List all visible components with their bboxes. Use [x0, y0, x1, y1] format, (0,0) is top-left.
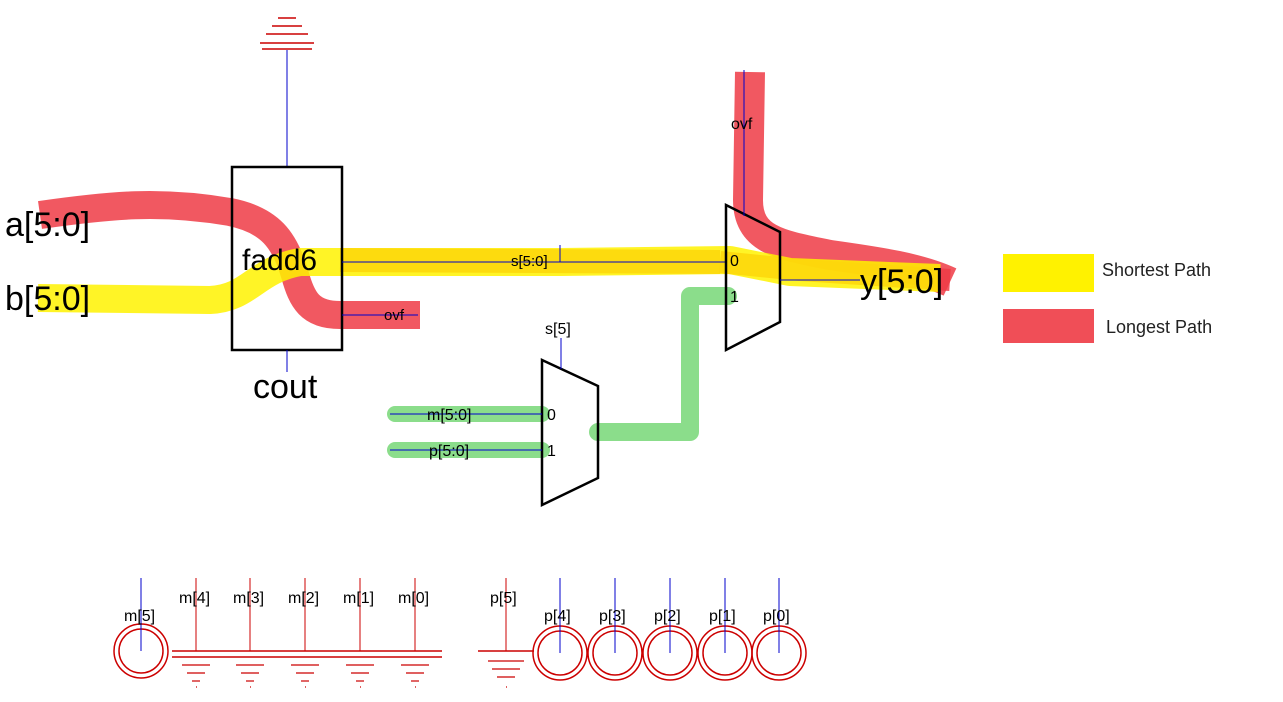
- adder-ovf-label: ovf: [384, 307, 405, 324]
- select-mux-port0: 0: [547, 407, 556, 424]
- output-mux: [724, 202, 782, 353]
- fadd6-label: fadd6: [242, 244, 317, 277]
- p2-label: p[2]: [654, 608, 681, 625]
- m0-label: m[0]: [398, 590, 429, 607]
- select-mux-port1: 1: [547, 443, 556, 460]
- m-bits-row: m[5] m[4] m[3] m[2] m[1] m[0]: [113, 578, 442, 688]
- m4-label: m[4]: [179, 590, 210, 607]
- m3-ground-icon: [236, 664, 264, 688]
- legend-swatch-shortest: [1003, 254, 1094, 292]
- m3-label: m[3]: [233, 590, 264, 607]
- legend-label-longest: Longest Path: [1106, 317, 1212, 337]
- p4-label: p[4]: [544, 608, 571, 625]
- m0-ground-icon: [401, 664, 429, 688]
- mux-select-path: [387, 287, 737, 458]
- sum-label: s[5:0]: [511, 253, 548, 270]
- input-b-label: b[5:0]: [5, 280, 90, 318]
- ground-symbol-top: [260, 17, 314, 50]
- output-mux-sel-label: ovf: [731, 116, 753, 133]
- legend-label-shortest: Shortest Path: [1102, 260, 1211, 280]
- m1-ground-icon: [346, 664, 374, 688]
- p3-label: p[3]: [599, 608, 626, 625]
- m1-label: m[1]: [343, 590, 374, 607]
- p1-label: p[1]: [709, 608, 736, 625]
- select-mux-sel-label: s[5]: [545, 321, 571, 338]
- p-bus-label: p[5:0]: [429, 443, 469, 460]
- input-a-label: a[5:0]: [5, 206, 90, 244]
- legend: Shortest Path Longest Path: [1003, 254, 1212, 343]
- m2-label: m[2]: [288, 590, 319, 607]
- output-mux-port1: 1: [730, 289, 739, 306]
- output-mux-port0: 0: [730, 253, 739, 270]
- p5-label: p[5]: [490, 590, 517, 607]
- m4-ground-icon: [182, 664, 210, 688]
- p-bits-row: p[5] p[4] p[3] p[2] p[1] p[0]: [478, 578, 807, 688]
- p0-label: p[0]: [763, 608, 790, 625]
- legend-swatch-longest: [1003, 309, 1094, 343]
- select-mux: [540, 358, 600, 507]
- m5-label: m[5]: [124, 608, 155, 625]
- cout-label: cout: [253, 368, 318, 406]
- m2-ground-icon: [291, 664, 319, 688]
- m-bus-label: m[5:0]: [427, 407, 471, 424]
- output-label: y[5:0]: [860, 263, 943, 301]
- p5-ground-icon: [488, 660, 524, 688]
